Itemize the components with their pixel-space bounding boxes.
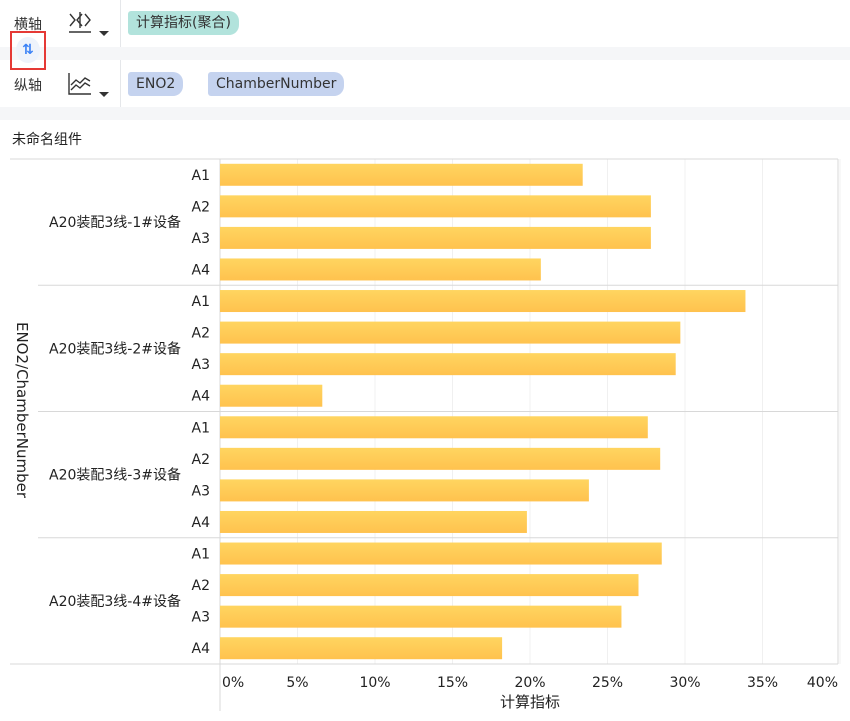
category-label: A1 xyxy=(192,547,210,563)
category-label: A1 xyxy=(192,420,210,436)
x-tick-label: 15% xyxy=(437,675,468,691)
swap-axes-icon: ⇅ xyxy=(16,37,40,63)
bar xyxy=(220,479,589,502)
divider xyxy=(120,0,121,47)
category-label: A3 xyxy=(192,483,210,499)
bar xyxy=(220,353,676,376)
x-tick-label: 5% xyxy=(286,675,308,691)
y-field-pill[interactable]: ChamberNumber xyxy=(208,72,345,96)
y-field-pill[interactable]: ENO2 xyxy=(128,72,184,96)
widget-title: 未命名组件 xyxy=(12,132,82,148)
category-label: A4 xyxy=(192,641,211,657)
category-label: A1 xyxy=(192,168,210,184)
category-label: A3 xyxy=(192,610,210,626)
x-axis-title: 计算指标 xyxy=(500,693,560,711)
y-axis-row: 纵轴 ENO2 ChamberNumber xyxy=(0,60,850,107)
divider xyxy=(120,60,121,107)
x-tick-label: 35% xyxy=(747,675,778,691)
bar xyxy=(220,258,541,281)
bar-chart: 0% 5% 10% 15% 20% 25% 30% 35% 40% A20装配3线-1#设备 A1 A… xyxy=(10,158,841,711)
group-label: A20装配3线-4#设备 xyxy=(49,593,181,610)
x-axis-label: 横轴 xyxy=(14,17,42,33)
category-label: A4 xyxy=(192,515,211,531)
bar xyxy=(220,226,651,249)
x-tick-label: 10% xyxy=(359,675,390,691)
bar xyxy=(220,416,648,439)
bar xyxy=(220,195,651,218)
chart-widget: 未命名组件 0% 5% 10% 15% 20% 25% 30% 35% 40% A20装配3线-1… xyxy=(0,120,850,721)
category-label: A2 xyxy=(192,452,210,468)
bar xyxy=(220,384,323,407)
category-label: A2 xyxy=(192,199,210,215)
x-tick-label: 30% xyxy=(669,675,700,691)
category-label: A1 xyxy=(192,294,210,310)
x-field-pill[interactable]: 计算指标(聚合) xyxy=(128,11,239,35)
bar xyxy=(220,542,662,565)
y-axis-label: 纵轴 xyxy=(14,78,42,94)
bar xyxy=(220,605,622,628)
group-label: A20装配3线-1#设备 xyxy=(49,214,181,231)
x-tick-label: 0% xyxy=(222,675,244,691)
x-tick-label: 20% xyxy=(514,675,545,691)
category-label: A3 xyxy=(192,357,210,373)
swap-axes-button[interactable]: ⇅ xyxy=(10,31,46,70)
x-tick-label: 40% xyxy=(807,675,838,691)
bar xyxy=(220,447,661,470)
chevron-down-icon[interactable] xyxy=(99,92,109,97)
x-tick-label: 25% xyxy=(592,675,623,691)
bar xyxy=(220,637,503,660)
y-axis-title: ENO2/ChamberNumber xyxy=(13,322,31,499)
line-area-chart-type-icon[interactable] xyxy=(68,71,92,95)
bar xyxy=(220,290,746,313)
bar-chart-type-icon[interactable] xyxy=(68,10,92,34)
category-label: A3 xyxy=(192,231,210,247)
chevron-down-icon[interactable] xyxy=(99,31,109,36)
x-axis-row: 横轴 计算指标(聚合) xyxy=(0,0,850,47)
category-label: A4 xyxy=(192,262,211,278)
group-label: A20装配3线-3#设备 xyxy=(49,467,181,484)
bar xyxy=(220,321,681,344)
category-label: A2 xyxy=(192,578,210,594)
group-label: A20装配3线-2#设备 xyxy=(49,340,181,357)
bar xyxy=(220,163,583,186)
bar xyxy=(220,574,639,597)
category-label: A4 xyxy=(192,389,211,405)
category-label: A2 xyxy=(192,326,210,342)
bar xyxy=(220,510,527,533)
